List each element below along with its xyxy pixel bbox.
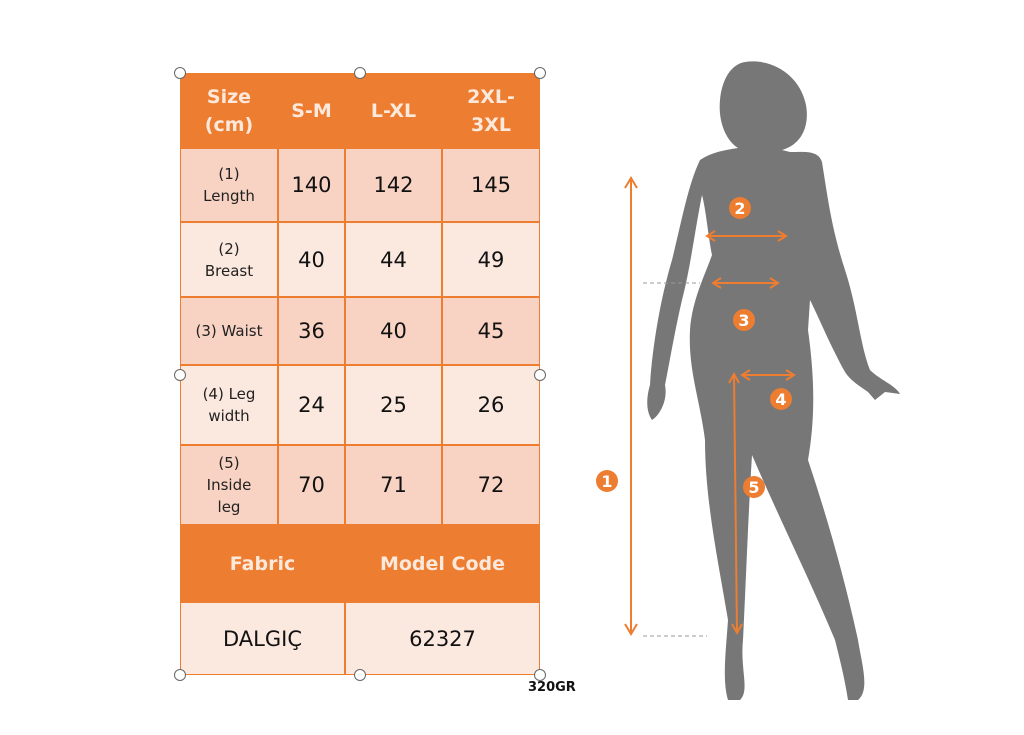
size-value: 140 (278, 148, 345, 222)
body-silhouette (647, 61, 900, 701)
header-cell: Size (cm) (180, 73, 278, 148)
row-label-text: (4) Leg width (202, 385, 256, 425)
size-value-text: 49 (477, 247, 505, 272)
resize-handle[interactable] (174, 67, 186, 79)
resize-handle[interactable] (174, 369, 186, 381)
size-value-text: 71 (380, 473, 407, 497)
marker-2-label: 2 (734, 199, 745, 218)
row-label: (1) Length (180, 148, 278, 222)
model-code-value-text: 62327 (409, 626, 476, 651)
marker-4-label: 4 (775, 390, 786, 409)
size-value: 36 (278, 297, 345, 365)
model-code-header-text: Model Code (379, 552, 506, 575)
row-label: (4) Leg width (180, 365, 278, 445)
marker-1-label: 1 (601, 472, 612, 491)
row-label: (3) Waist (180, 297, 278, 365)
size-value-text: 40 (298, 247, 325, 272)
size-value-text: 142 (373, 173, 414, 197)
size-value-text: 70 (298, 473, 325, 497)
resize-handle[interactable] (354, 67, 366, 79)
size-value-text: 24 (298, 393, 325, 417)
resize-handle[interactable] (354, 669, 366, 681)
size-value: 142 (345, 148, 442, 222)
marker-3-circle (733, 309, 755, 331)
weight-note: 320GR (528, 680, 576, 695)
size-value-text: 145 (470, 173, 512, 197)
size-value-text: 36 (298, 319, 325, 343)
header-cell-text: S-M (291, 99, 332, 122)
marker-3-label: 3 (738, 311, 749, 330)
row-label-text: (1) Length (203, 165, 255, 205)
marker-5-label: 5 (748, 478, 759, 497)
size-value: 24 (278, 365, 345, 445)
size-value-text: 40 (380, 319, 407, 343)
header-cell-text: 2XL- 3XL (467, 85, 515, 136)
fabric-header-text: Fabric (229, 552, 296, 575)
resize-handle[interactable] (534, 67, 546, 79)
model-code-value: 62327 (345, 602, 540, 675)
fabric-value: DALGIÇ (180, 602, 345, 675)
size-value: 70 (278, 445, 345, 525)
size-value: 40 (345, 297, 442, 365)
size-value-text: 25 (380, 393, 407, 417)
fabric-value-text: DALGIÇ (223, 626, 302, 651)
size-value-text: 26 (477, 393, 505, 417)
size-value: 45 (442, 297, 540, 365)
size-value-text: 140 (291, 173, 332, 197)
size-value-text: 72 (477, 473, 505, 497)
marker-2-circle (729, 197, 751, 219)
model-code-header: Model Code (345, 525, 540, 602)
header-cell: S-M (278, 73, 345, 148)
size-value: 26 (442, 365, 540, 445)
size-value: 44 (345, 222, 442, 297)
header-cell: L-XL (345, 73, 442, 148)
fabric-header: Fabric (180, 525, 345, 602)
resize-handle[interactable] (534, 369, 546, 381)
size-table: Size (cm) S-M L-XL 2XL- 3XL (1) Length 140 142… (174, 67, 546, 681)
header-cell-text: Size (cm) (204, 85, 254, 136)
row-label-text: (5) Inside leg (206, 454, 252, 516)
size-value: 72 (442, 445, 540, 525)
resize-handle[interactable] (534, 669, 546, 681)
size-value: 25 (345, 365, 442, 445)
header-cell: 2XL- 3XL (442, 73, 540, 148)
row-label-text: (3) Waist (195, 322, 263, 340)
size-value: 145 (442, 148, 540, 222)
row-label: (5) Inside leg (180, 445, 278, 525)
size-value: 40 (278, 222, 345, 297)
size-value: 49 (442, 222, 540, 297)
marker-4-circle (770, 388, 792, 410)
row-label-text: (2) Breast (204, 239, 254, 280)
marker-5-circle (743, 476, 765, 498)
header-cell-text: L-XL (370, 99, 417, 122)
size-value-text: 45 (477, 319, 505, 343)
marker-1-circle (596, 470, 618, 492)
row-label: (2) Breast (180, 222, 278, 297)
size-value-text: 44 (380, 247, 407, 272)
size-value: 71 (345, 445, 442, 525)
resize-handle[interactable] (174, 669, 186, 681)
